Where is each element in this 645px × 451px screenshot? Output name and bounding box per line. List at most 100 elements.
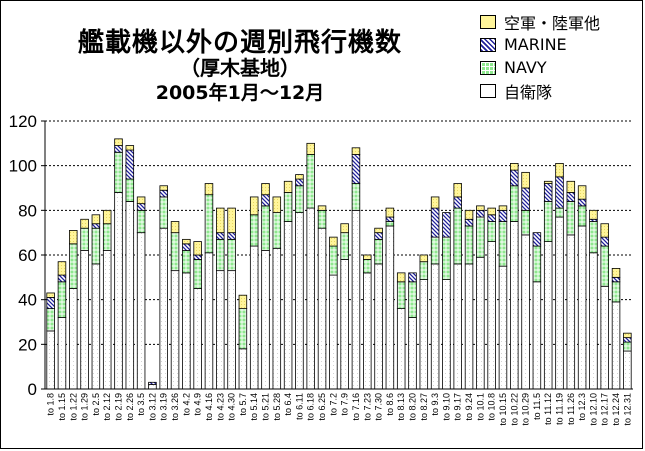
bar-segment: [577, 205, 587, 227]
bar-segment: [57, 274, 67, 283]
bar-segment: [80, 218, 89, 229]
x-tick-label: to 9.10: [441, 393, 451, 421]
bar-segment: [464, 263, 474, 390]
bar-segment: [430, 263, 440, 390]
bar-segment: [159, 189, 168, 198]
x-tick-label: to 3.19: [159, 393, 169, 421]
bar-segment: [589, 221, 598, 254]
x-tick-label: to 4.16: [204, 393, 214, 421]
bar-segment: [329, 245, 338, 276]
x-tick-label: to 10.15: [498, 393, 508, 426]
bar-segment: [351, 154, 361, 184]
bar-segment: [136, 203, 146, 211]
bar-segment: [238, 294, 248, 310]
bar-segment: [227, 270, 236, 390]
bar-segment: [623, 337, 632, 343]
bar-segment: [566, 200, 576, 236]
x-tick-label: to 4.23: [215, 393, 225, 421]
bar-segment: [351, 209, 361, 390]
bar-segment: [487, 241, 496, 390]
bar-segment: [510, 169, 519, 187]
bar-segment: [532, 232, 542, 247]
bar-segment: [283, 180, 293, 193]
bar-segment: [125, 145, 135, 151]
x-tick-label: to 11.12: [543, 393, 553, 425]
bar-segment: [510, 221, 519, 390]
bar-segment: [80, 227, 89, 251]
bar-segment: [295, 185, 304, 213]
bar-segment: [498, 221, 508, 267]
bar-segment: [408, 281, 417, 318]
bar-segment: [464, 225, 474, 265]
bar-segment: [385, 216, 395, 222]
x-tick-label: to 2.19: [114, 393, 124, 421]
bar-segment: [329, 236, 338, 247]
x-tick-label: to 12.24: [611, 393, 621, 426]
bar-segment: [374, 263, 383, 390]
bar-segment: [182, 250, 191, 274]
y-tick-label: 0: [28, 380, 37, 399]
bar-segment: [476, 256, 485, 390]
chart-title: 艦載機以外の週別飛行機数: [77, 28, 402, 58]
legend-item: NAVY: [480, 56, 600, 79]
chart-subtitle: （厚木基地）: [180, 56, 300, 80]
bar-segment: [125, 200, 135, 390]
legend-swatch: [480, 37, 496, 52]
bar-segment: [419, 254, 429, 263]
x-tick-label: to 4.2: [181, 393, 191, 416]
x-tick-label: to 12.10: [588, 393, 598, 426]
bar-segment: [125, 149, 135, 180]
bar-segment: [216, 238, 225, 272]
x-tick-label: to 7.30: [374, 393, 384, 421]
bar-segment: [182, 272, 191, 390]
bar-segment: [170, 232, 180, 272]
bar-segment: [555, 207, 564, 218]
x-tick-label: to 8.6: [385, 393, 395, 416]
bar-segment: [419, 261, 429, 280]
bar-segment: [476, 209, 485, 218]
bar-segment: [148, 381, 157, 385]
bar-segment: [521, 171, 530, 189]
bar-segment: [261, 205, 270, 251]
x-tick-label: to 5.28: [272, 393, 282, 421]
bar-segment: [543, 200, 553, 242]
bar-segment: [600, 223, 609, 238]
x-tick-label: to 5.7: [238, 393, 248, 416]
x-tick-label: to 8.13: [396, 393, 406, 421]
bar-segment: [589, 209, 598, 220]
x-tick-label: to 3.12: [147, 393, 157, 421]
bar-segment: [374, 232, 383, 240]
bar-segment: [476, 216, 485, 258]
bar-segment: [170, 270, 180, 390]
y-tick-label: 120: [9, 112, 37, 131]
bar-segment: [408, 272, 417, 283]
bar-segment: [159, 227, 168, 390]
bar-segment: [464, 209, 474, 220]
bar-segment: [272, 196, 282, 213]
x-tick-label: to 2.26: [125, 393, 135, 421]
bar-segment: [227, 238, 236, 272]
bar-segment: [600, 285, 609, 390]
bar-segment: [261, 183, 270, 196]
bar-segment: [204, 252, 214, 390]
bar-segment: [476, 205, 485, 211]
bar-segment: [114, 138, 123, 146]
bar-segment: [182, 243, 191, 251]
bar-segment: [227, 232, 236, 240]
bar-segment: [510, 185, 519, 222]
bar-segment: [283, 221, 293, 390]
bar-segment: [216, 207, 225, 234]
x-tick-label: to 7.23: [362, 393, 372, 421]
x-tick-label: to 10.22: [509, 393, 519, 426]
bar-segment: [102, 209, 112, 225]
bar-segment: [487, 207, 496, 216]
bar-segment: [363, 259, 372, 274]
x-tick-label: to 1.22: [68, 393, 78, 421]
x-tick-label: to 12.3: [577, 393, 587, 421]
bar-segment: [498, 209, 508, 222]
bar-segment: [317, 209, 327, 229]
bar-segment: [611, 267, 621, 278]
legend-item: 自衛隊: [480, 79, 600, 102]
